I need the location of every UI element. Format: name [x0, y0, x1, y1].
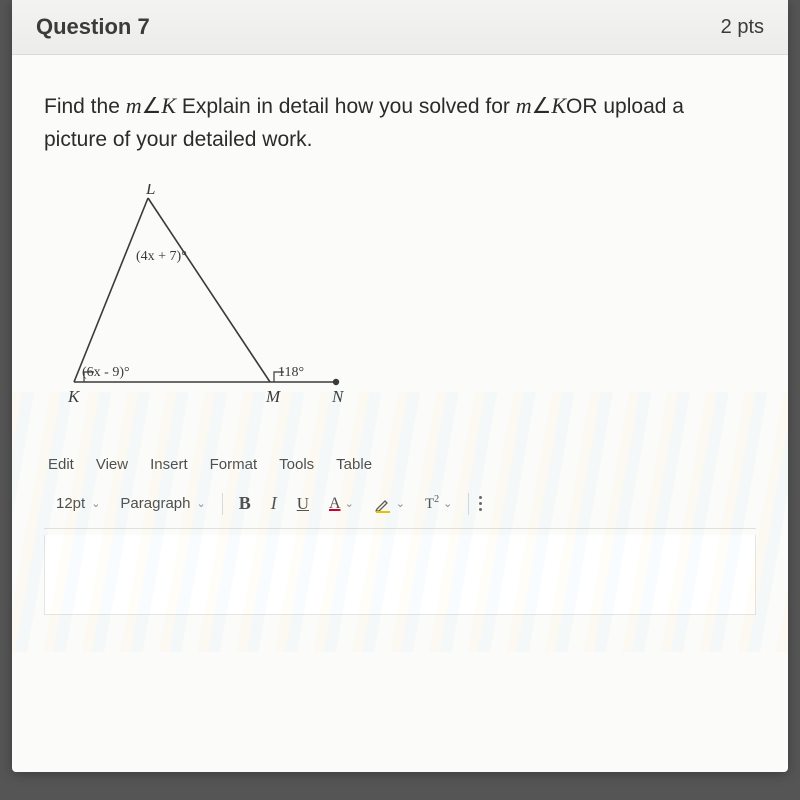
dot-icon — [479, 508, 482, 511]
dot-icon — [479, 496, 482, 499]
dot-icon — [479, 502, 482, 505]
question-panel: Question 7 2 pts Find the m∠K Explain in… — [12, 0, 788, 772]
prompt-math-m: m — [516, 93, 532, 118]
highlight-button[interactable]: ⌄ — [364, 491, 415, 517]
bold-button[interactable]: B — [229, 489, 261, 518]
italic-icon: I — [271, 493, 277, 514]
toolbar-divider — [468, 493, 469, 515]
toolbar-divider — [222, 493, 223, 515]
editor-toolbar: 12pt ⌄ Paragraph ⌄ B I U A ⌄ — [44, 483, 756, 529]
triangle-figure: L K M N (4x + 7)° (6x - 9)° 118° — [36, 184, 756, 420]
prompt-line-2: picture of your detailed work. — [44, 124, 756, 157]
svg-text:L: L — [145, 184, 155, 198]
prompt-math-k: K — [551, 93, 566, 118]
underline-button[interactable]: U — [287, 490, 319, 518]
question-content: Find the m∠K Explain in detail how you s… — [12, 55, 788, 615]
svg-text:(4x + 7)°: (4x + 7)° — [136, 249, 187, 264]
angle-symbol: ∠ — [532, 93, 552, 118]
prompt-math-k: K — [161, 93, 176, 118]
text-color-icon: A — [329, 495, 341, 513]
menu-tools[interactable]: Tools — [279, 456, 314, 473]
more-options-button[interactable] — [475, 494, 486, 513]
chevron-down-icon: ⌄ — [396, 497, 405, 510]
italic-button[interactable]: I — [261, 489, 287, 518]
svg-text:K: K — [67, 387, 81, 406]
chevron-down-icon: ⌄ — [443, 497, 452, 510]
paragraph-style-select[interactable]: Paragraph ⌄ — [110, 491, 215, 516]
question-points: 2 pts — [721, 16, 764, 39]
text-color-button[interactable]: A ⌄ — [319, 491, 364, 517]
bold-icon: B — [239, 493, 251, 514]
menu-table[interactable]: Table — [336, 456, 372, 473]
superscript-button[interactable]: T2 ⌄ — [415, 490, 462, 517]
prompt-text: Explain in detail how you solved for — [176, 95, 516, 118]
menu-edit[interactable]: Edit — [48, 456, 74, 473]
svg-text:N: N — [331, 387, 345, 406]
menu-format[interactable]: Format — [210, 456, 258, 473]
angle-symbol: ∠ — [142, 93, 162, 118]
prompt-text: OR upload a — [566, 95, 684, 118]
svg-text:(6x - 9)°: (6x - 9)° — [82, 365, 130, 380]
underline-icon: U — [297, 494, 309, 514]
chevron-down-icon: ⌄ — [345, 497, 354, 510]
svg-text:M: M — [265, 387, 281, 406]
prompt-math-m: m — [126, 93, 142, 118]
highlighter-icon — [374, 495, 392, 513]
rich-text-editor: Edit View Insert Format Tools Table 12pt… — [44, 450, 756, 615]
question-title: Question 7 — [36, 14, 150, 40]
menu-insert[interactable]: Insert — [150, 456, 188, 473]
chevron-down-icon: ⌄ — [91, 497, 100, 510]
prompt-line-1: Find the m∠K Explain in detail how you s… — [44, 89, 756, 124]
svg-text:118°: 118° — [278, 365, 304, 380]
fontsize-select[interactable]: 12pt ⌄ — [46, 491, 110, 516]
menu-view[interactable]: View — [96, 456, 128, 473]
triangle-svg: L K M N (4x + 7)° (6x - 9)° 118° — [36, 184, 366, 420]
question-header: Question 7 2 pts — [12, 0, 788, 55]
fontsize-value: 12pt — [56, 495, 85, 512]
editor-menubar: Edit View Insert Format Tools Table — [44, 450, 756, 483]
answer-textarea[interactable] — [44, 535, 756, 615]
chevron-down-icon: ⌄ — [196, 497, 205, 510]
prompt-text: Find the — [44, 95, 126, 118]
superscript-icon: T2 — [425, 494, 439, 513]
paragraph-style-value: Paragraph — [120, 495, 190, 512]
